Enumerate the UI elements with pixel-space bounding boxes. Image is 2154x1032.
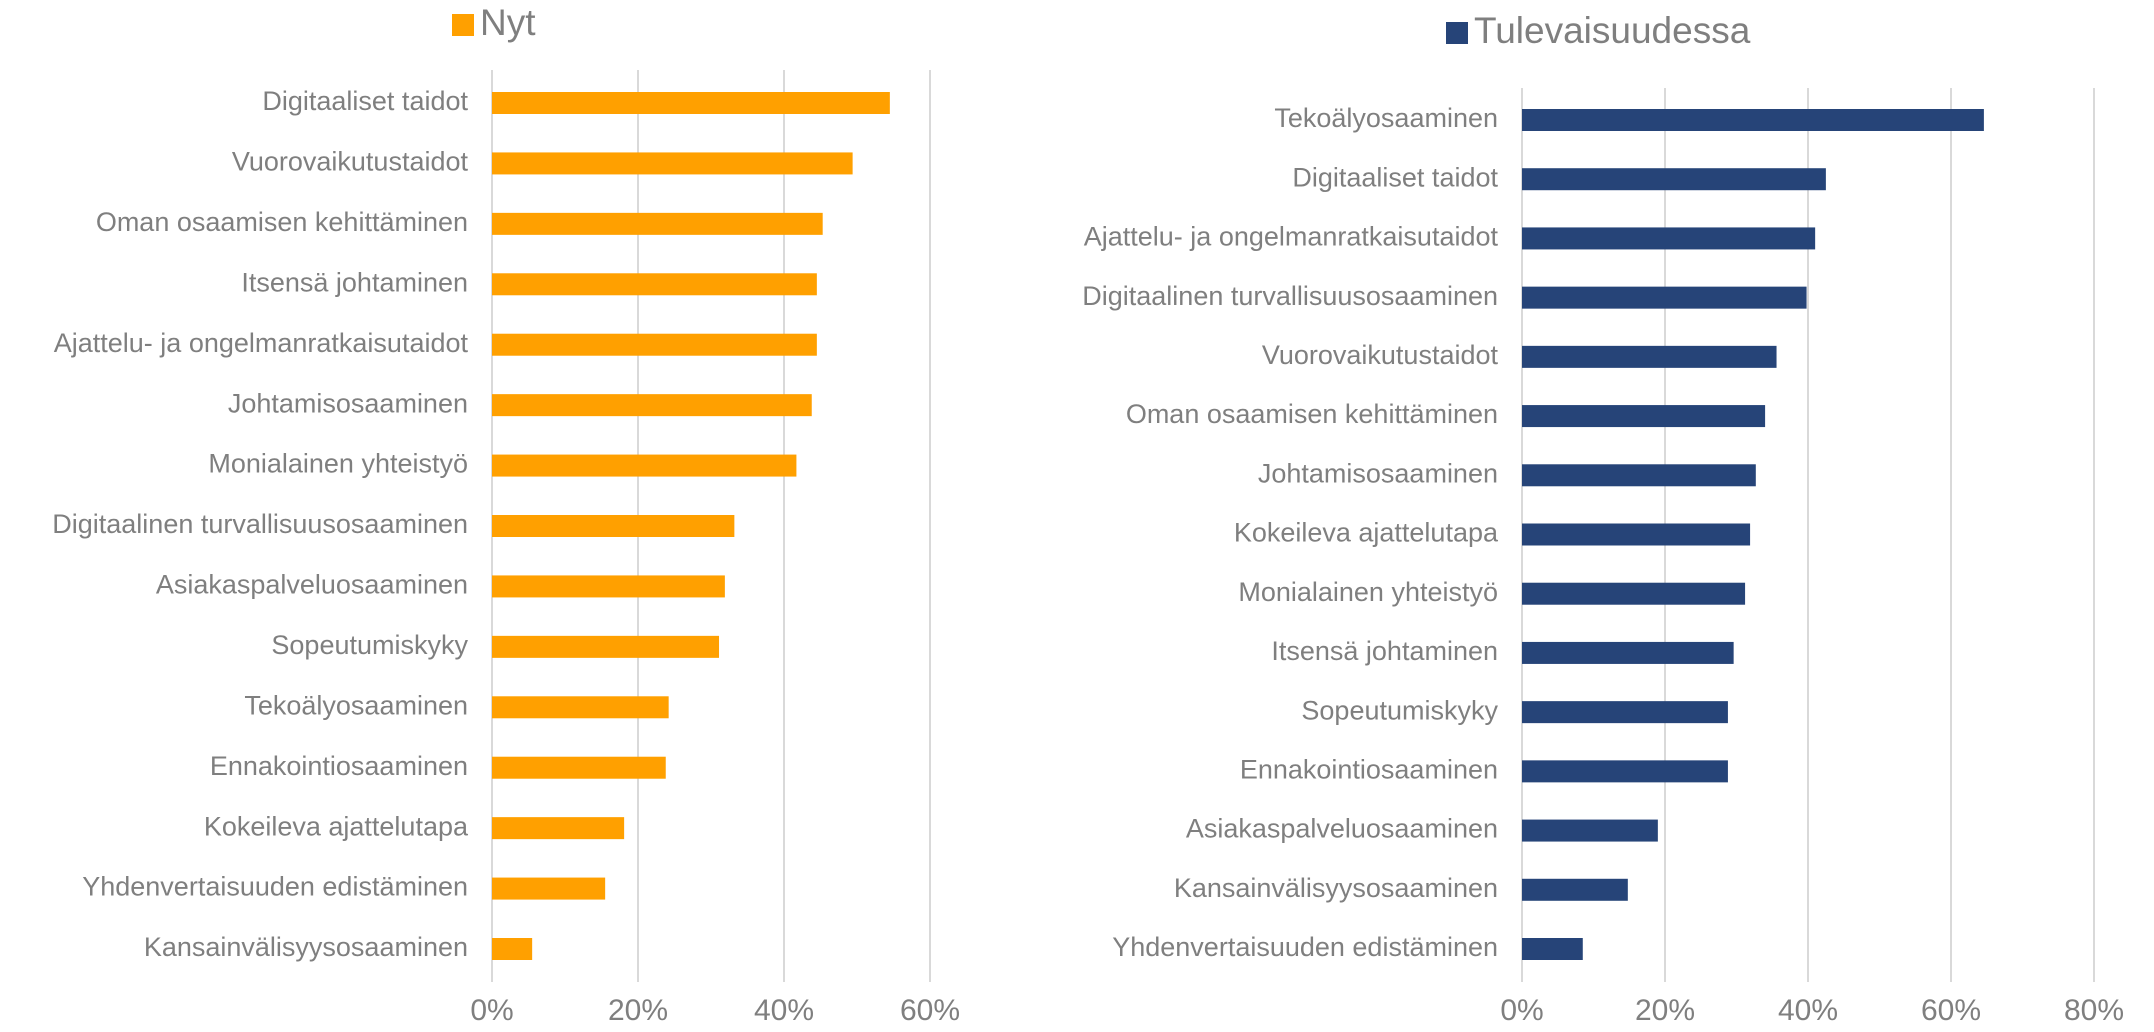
bar [492, 877, 606, 900]
y-tick-label: Ajattelu- ja ongelmanratkaisutaidot [54, 328, 469, 358]
bar [492, 756, 666, 779]
bar [1522, 286, 1807, 309]
x-tick-label: 0% [470, 994, 513, 1027]
y-tick-label: Itsensä johtaminen [241, 267, 468, 297]
y-tick-label: Digitaaliset taidot [1292, 162, 1498, 192]
bar [1522, 227, 1816, 250]
y-tick-label: Ennakointiosaaminen [1240, 754, 1498, 784]
bar [1522, 701, 1728, 724]
bar [492, 515, 735, 537]
y-tick-label: Yhdenvertaisuuden edistäminen [1112, 932, 1498, 962]
y-tick-label: Kokeileva ajattelutapa [204, 811, 469, 841]
y-tick-label: Vuorovaikutustaidot [232, 147, 469, 177]
bar [1522, 345, 1777, 368]
bar [1522, 760, 1728, 783]
y-tick-label: Johtamisosaaminen [228, 388, 468, 418]
y-tick-label: Asiakaspalveluosaaminen [1186, 814, 1498, 844]
y-tick-label: Monialainen yhteistyö [1238, 577, 1498, 607]
y-tick-label: Monialainen yhteistyö [208, 449, 468, 479]
legend-label: Nyt [480, 2, 536, 43]
x-tick-label: 40% [1778, 994, 1838, 1027]
x-tick-label: 20% [608, 994, 668, 1027]
y-tick-label: Asiakaspalveluosaaminen [156, 570, 468, 600]
y-tick-label: Vuorovaikutustaidot [1262, 340, 1499, 370]
bar [1522, 641, 1734, 664]
bar [1522, 405, 1766, 428]
y-tick-label: Oman osaamisen kehittäminen [96, 207, 468, 237]
bar [1522, 938, 1583, 960]
y-tick-label: Sopeutumiskyky [271, 630, 468, 660]
y-tick-label: Oman osaamisen kehittäminen [1126, 399, 1498, 429]
bar [492, 575, 725, 598]
bar [492, 938, 533, 960]
legend-swatch [1446, 22, 1468, 44]
bar [492, 152, 853, 175]
legend-label: Tulevaisuudessa [1474, 10, 1751, 51]
legend-swatch [452, 14, 474, 36]
x-tick-label: 60% [1921, 994, 1981, 1027]
bar [1522, 168, 1826, 191]
y-tick-label: Kokeileva ajattelutapa [1234, 518, 1499, 548]
bar [492, 92, 890, 114]
x-tick-label: 40% [754, 994, 814, 1027]
y-tick-label: Digitaalinen turvallisuusosaaminen [1082, 281, 1498, 311]
x-tick-label: 0% [1500, 994, 1543, 1027]
bar [492, 454, 797, 477]
x-tick-label: 20% [1635, 994, 1695, 1027]
bar [492, 635, 720, 658]
bar [1522, 109, 1984, 131]
bar [1522, 523, 1751, 546]
y-tick-label: Johtamisosaaminen [1258, 458, 1498, 488]
y-tick-label: Itsensä johtaminen [1271, 636, 1498, 666]
y-tick-label: Ennakointiosaaminen [210, 751, 468, 781]
y-tick-label: Digitaaliset taidot [262, 86, 468, 116]
bar [492, 394, 812, 417]
y-tick-label: Kansainvälisyysosaaminen [144, 932, 468, 962]
x-tick-label: 80% [2064, 994, 2124, 1027]
bar [492, 273, 817, 296]
y-tick-label: Tekoälyosaaminen [1274, 103, 1498, 133]
y-tick-label: Yhdenvertaisuuden edistäminen [82, 872, 468, 902]
y-tick-label: Tekoälyosaaminen [244, 690, 468, 720]
x-tick-label: 60% [900, 994, 960, 1027]
y-tick-label: Kansainvälisyysosaaminen [1174, 873, 1498, 903]
bar [492, 696, 669, 719]
y-tick-label: Ajattelu- ja ongelmanratkaisutaidot [1084, 222, 1499, 252]
bar [1522, 464, 1756, 487]
y-tick-label: Digitaalinen turvallisuusosaaminen [52, 509, 468, 539]
bar [1522, 819, 1658, 842]
bar [492, 212, 823, 235]
bar [1522, 878, 1628, 901]
bar [492, 817, 625, 840]
y-tick-label: Sopeutumiskyky [1301, 695, 1498, 725]
bar [1522, 582, 1746, 605]
bar [492, 333, 817, 356]
